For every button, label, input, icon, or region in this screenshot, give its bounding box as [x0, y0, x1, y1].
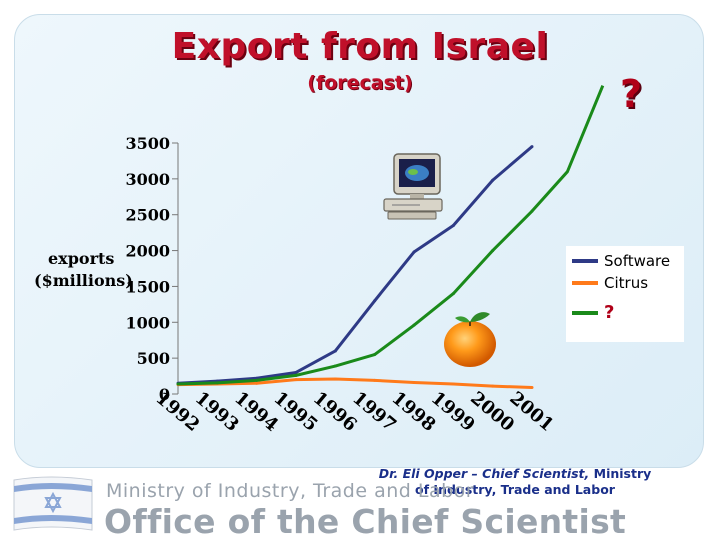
x-tick-label: 1998 — [388, 388, 440, 436]
data-point — [491, 249, 495, 253]
data-point — [373, 299, 377, 303]
x-tick-label: 2001 — [506, 388, 558, 436]
y-axis-label: exports ($millions) — [34, 248, 134, 292]
data-point — [294, 373, 298, 377]
legend-swatch-unknown — [572, 311, 598, 315]
computer-icon — [383, 153, 443, 220]
data-point — [530, 209, 534, 213]
x-tick-label: 1992 — [152, 388, 204, 436]
slide-panel — [14, 14, 704, 468]
y-tick-label: 3000 — [125, 170, 170, 189]
x-tick-label: 2000 — [466, 388, 518, 436]
presenter-name: Dr. Eli Opper – Chief Scientist, — [378, 466, 590, 481]
data-point — [491, 384, 495, 388]
presenter-title-part2: of Industry, Trade and Labor — [415, 482, 615, 497]
data-point — [530, 386, 534, 390]
chart-subtitle: (forecast) — [307, 72, 413, 94]
data-point — [333, 349, 337, 353]
y-tick-label: 1500 — [125, 277, 170, 296]
data-point — [530, 145, 534, 149]
series-line-0 — [177, 145, 533, 385]
ministry-banner-line2: Office of the Chief Scientist — [104, 502, 627, 541]
data-point — [451, 223, 455, 227]
data-point — [491, 178, 495, 182]
chart-title: Export from Israel — [171, 26, 549, 67]
data-point — [176, 382, 180, 386]
legend-swatch-citrus — [572, 281, 598, 285]
x-tick-label: 1997 — [348, 388, 400, 436]
data-point — [294, 370, 298, 374]
presenter-credit: Dr. Eli Opper – Chief Scientist, Ministr… — [330, 466, 700, 498]
chart-legend: Software Citrus ? — [566, 246, 684, 342]
presenter-title-part1: Ministry — [589, 466, 652, 481]
x-tick-label: 1999 — [427, 388, 479, 436]
question-mark-label: ? — [620, 72, 643, 116]
x-tick-label: 1996 — [309, 388, 361, 436]
legend-swatch-software — [572, 259, 598, 263]
y-tick-label: 500 — [137, 349, 170, 368]
y-tick-label: 1000 — [125, 313, 170, 332]
y-tick-label: 0 — [159, 385, 170, 404]
x-tick-label: 1993 — [191, 388, 243, 436]
data-point — [373, 378, 377, 382]
data-point — [294, 378, 298, 382]
y-axis-label-line2: ($millions) — [34, 271, 133, 290]
data-point — [412, 381, 416, 385]
data-point — [451, 292, 455, 296]
chart-series — [176, 85, 605, 390]
y-axis-label-line1: exports — [48, 249, 115, 268]
data-point — [451, 382, 455, 386]
x-tick-label: 1995 — [270, 388, 322, 436]
y-axis-ticks: 0 500 1000 1500 2000 2500 3000 3500 — [125, 134, 170, 404]
legend-label: Software — [604, 252, 671, 270]
data-point — [255, 378, 259, 382]
data-point — [215, 381, 219, 385]
legend-label: ? — [604, 302, 615, 323]
y-tick-label: 3500 — [125, 134, 170, 153]
y-tick-label: 2500 — [125, 206, 170, 225]
data-point — [412, 323, 416, 327]
data-point — [412, 250, 416, 254]
data-point — [333, 377, 337, 381]
orange-icon — [444, 312, 496, 367]
series-line-1 — [177, 377, 533, 390]
data-point — [333, 364, 337, 368]
x-tick-label: 1994 — [230, 388, 282, 436]
ministry-banner-line1: Ministry of Industry, Trade and Labor — [106, 480, 475, 502]
series-line-2 — [177, 85, 605, 386]
data-point — [255, 381, 259, 385]
y-tick-label: 2000 — [125, 242, 170, 261]
data-point — [373, 353, 377, 357]
israel-flag-icon — [13, 476, 93, 531]
legend-label: Citrus — [604, 274, 649, 292]
chart-axes — [172, 142, 179, 395]
